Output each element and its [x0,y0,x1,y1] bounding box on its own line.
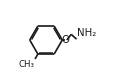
Text: NH₂: NH₂ [77,28,96,38]
Text: CH₃: CH₃ [19,60,35,69]
Text: O: O [61,35,69,45]
